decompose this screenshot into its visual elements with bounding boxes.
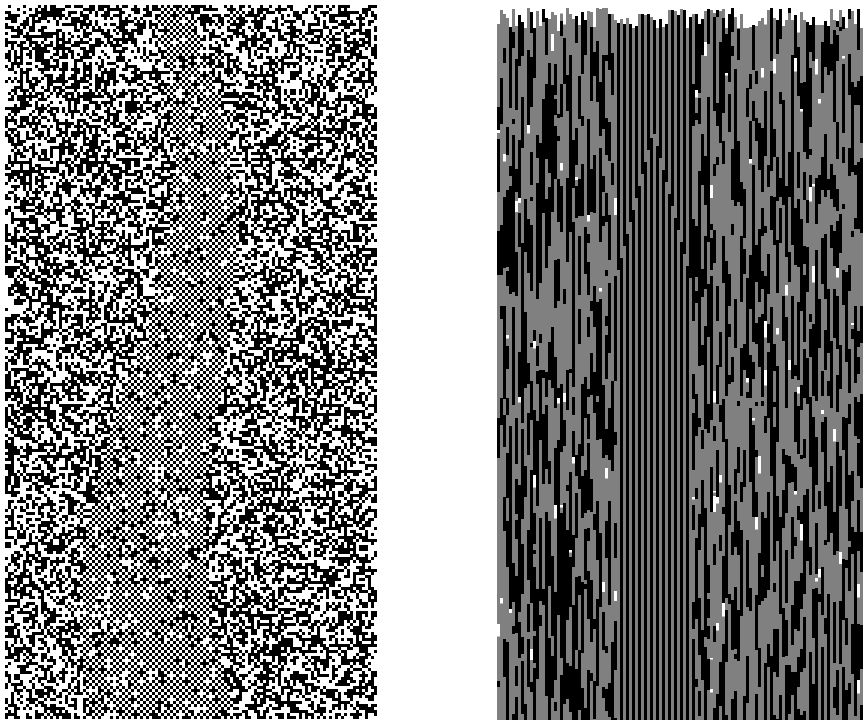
screen [0,0,863,720]
left-pattern [5,5,378,720]
page: (() => { JSON.parse(document.getElementB… [0,0,863,720]
right-pattern [497,8,863,720]
